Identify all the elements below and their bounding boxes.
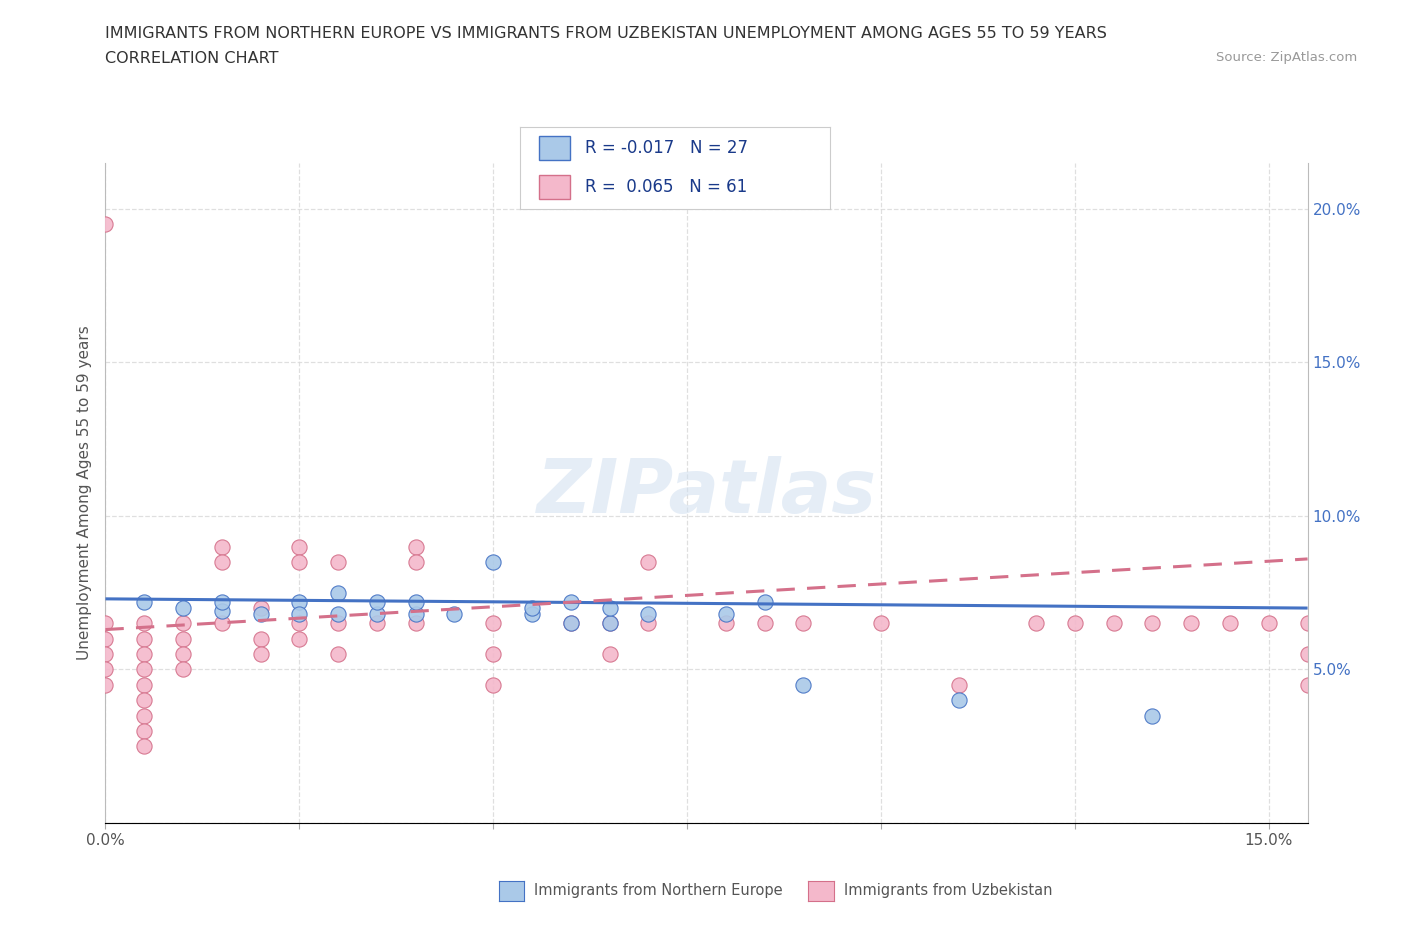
Point xyxy=(560,616,582,631)
Point xyxy=(1336,616,1358,631)
Point xyxy=(134,662,156,677)
Point xyxy=(1296,646,1319,661)
Point xyxy=(482,554,505,569)
Point xyxy=(599,646,621,661)
Text: IMMIGRANTS FROM NORTHERN EUROPE VS IMMIGRANTS FROM UZBEKISTAN UNEMPLOYMENT AMONG: IMMIGRANTS FROM NORTHERN EUROPE VS IMMIG… xyxy=(105,26,1108,41)
Point xyxy=(172,601,194,616)
Point xyxy=(134,616,156,631)
Point xyxy=(948,677,970,692)
Point xyxy=(599,616,621,631)
Point xyxy=(94,217,117,232)
Point xyxy=(172,631,194,646)
Point xyxy=(326,554,349,569)
Point xyxy=(172,616,194,631)
Point xyxy=(134,631,156,646)
Point xyxy=(1064,616,1087,631)
Point xyxy=(405,554,427,569)
Point xyxy=(482,677,505,692)
Point xyxy=(288,631,311,646)
Point xyxy=(366,594,388,609)
Text: CORRELATION CHART: CORRELATION CHART xyxy=(105,51,278,66)
Point xyxy=(94,616,117,631)
Point xyxy=(754,594,776,609)
Point xyxy=(134,738,156,753)
Bar xyxy=(538,175,569,199)
Point xyxy=(249,631,271,646)
Point xyxy=(326,616,349,631)
Point xyxy=(326,606,349,621)
Point xyxy=(288,554,311,569)
Point xyxy=(94,677,117,692)
Y-axis label: Unemployment Among Ages 55 to 59 years: Unemployment Among Ages 55 to 59 years xyxy=(77,326,93,660)
Point xyxy=(1219,616,1241,631)
Point xyxy=(134,646,156,661)
Point xyxy=(792,677,814,692)
Text: Source: ZipAtlas.com: Source: ZipAtlas.com xyxy=(1216,51,1357,64)
Point xyxy=(405,594,427,609)
Point xyxy=(1025,616,1047,631)
Point xyxy=(366,606,388,621)
Point xyxy=(520,601,543,616)
Point xyxy=(482,616,505,631)
Point xyxy=(134,724,156,738)
Point xyxy=(326,646,349,661)
Point xyxy=(134,594,156,609)
Point xyxy=(134,708,156,723)
Point xyxy=(288,616,311,631)
Point xyxy=(211,616,233,631)
Text: Immigrants from Northern Europe: Immigrants from Northern Europe xyxy=(534,883,783,897)
Text: Immigrants from Uzbekistan: Immigrants from Uzbekistan xyxy=(844,883,1052,897)
Point xyxy=(249,646,271,661)
Point xyxy=(599,601,621,616)
Point xyxy=(792,616,814,631)
Point xyxy=(249,606,271,621)
Point xyxy=(443,606,465,621)
Text: ZIPatlas: ZIPatlas xyxy=(537,457,876,529)
Point xyxy=(1296,677,1319,692)
Point xyxy=(211,539,233,554)
Point xyxy=(405,616,427,631)
Point xyxy=(560,616,582,631)
Point xyxy=(1374,616,1396,631)
Text: R =  0.065   N = 61: R = 0.065 N = 61 xyxy=(585,179,748,196)
Point xyxy=(754,616,776,631)
Point xyxy=(560,594,582,609)
Point xyxy=(172,662,194,677)
Point xyxy=(405,606,427,621)
Point xyxy=(94,631,117,646)
Point xyxy=(211,604,233,618)
Point xyxy=(405,539,427,554)
Point xyxy=(288,539,311,554)
Point xyxy=(366,616,388,631)
Text: R = -0.017   N = 27: R = -0.017 N = 27 xyxy=(585,139,748,157)
Point xyxy=(482,646,505,661)
Point xyxy=(326,585,349,600)
Point xyxy=(211,554,233,569)
Point xyxy=(1142,708,1164,723)
Point xyxy=(134,677,156,692)
Point xyxy=(249,601,271,616)
Point xyxy=(1142,616,1164,631)
Point xyxy=(714,606,737,621)
Point xyxy=(1180,616,1202,631)
Point xyxy=(520,606,543,621)
Point xyxy=(948,693,970,708)
Point xyxy=(211,594,233,609)
Point xyxy=(172,646,194,661)
Point xyxy=(637,606,659,621)
Bar xyxy=(538,136,569,160)
Point xyxy=(599,616,621,631)
Point xyxy=(1102,616,1125,631)
Point xyxy=(134,693,156,708)
Point xyxy=(1296,616,1319,631)
Point xyxy=(714,616,737,631)
Point xyxy=(94,662,117,677)
Point xyxy=(637,554,659,569)
Point xyxy=(1257,616,1279,631)
Point xyxy=(94,646,117,661)
Point xyxy=(288,594,311,609)
Point xyxy=(288,606,311,621)
Point xyxy=(637,616,659,631)
Point xyxy=(870,616,893,631)
